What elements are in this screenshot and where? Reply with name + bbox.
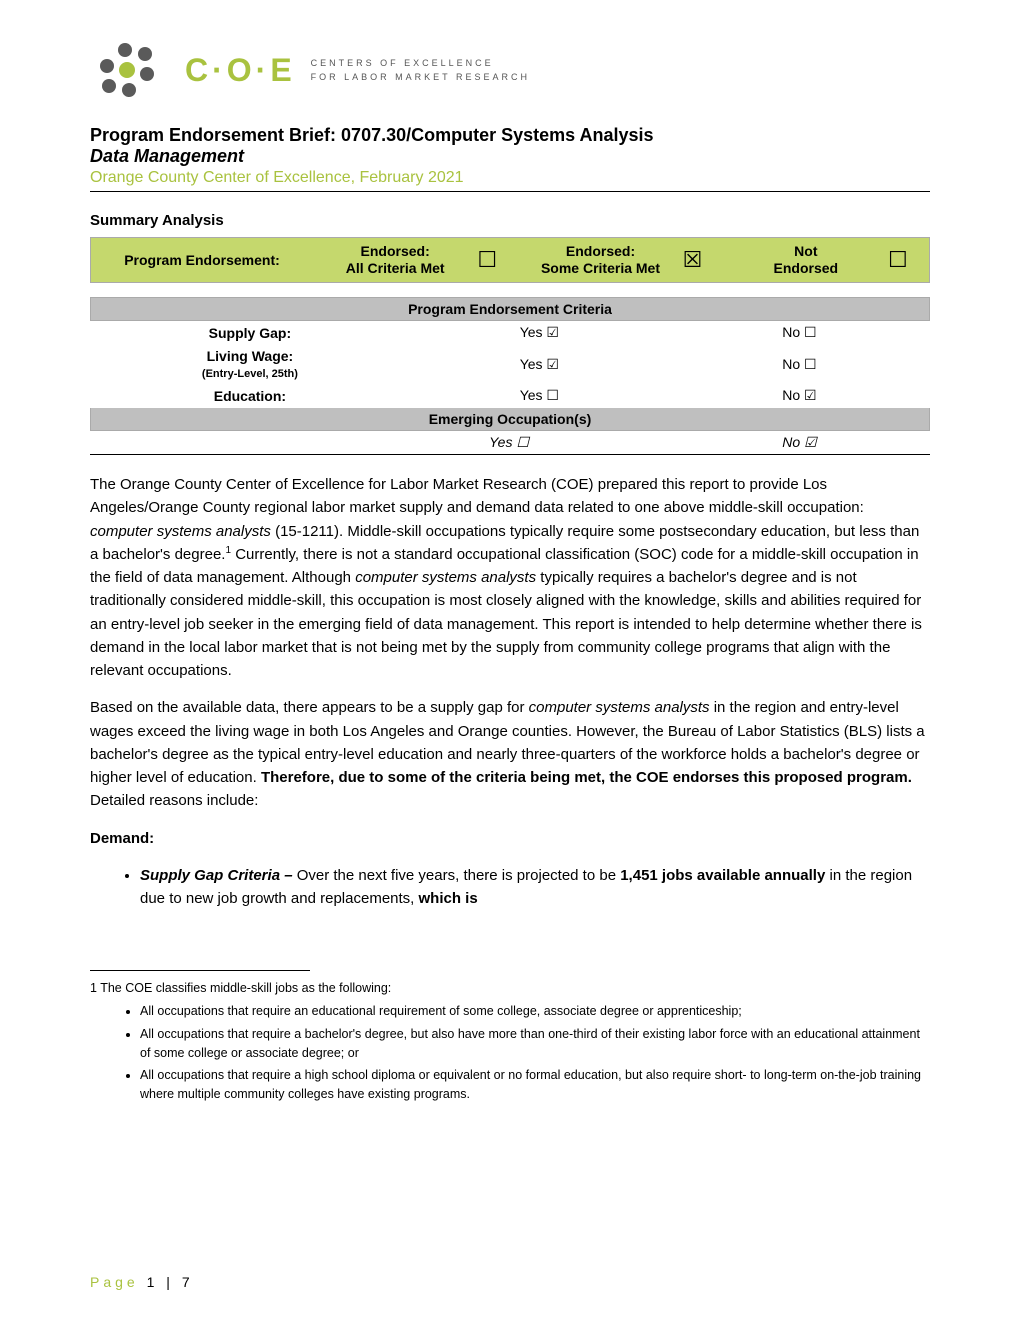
criteria-row-supply: Supply Gap: Yes ☑ No ☐ bbox=[91, 321, 930, 345]
endorsement-chk-all: ☐ bbox=[477, 247, 518, 273]
criteria-supply-yes: Yes ☑ bbox=[409, 321, 669, 345]
demand-list-item: Supply Gap Criteria – Over the next five… bbox=[140, 864, 930, 911]
p1-ital: computer systems analysts bbox=[90, 523, 271, 540]
endorsement-opt3-line1: Not bbox=[794, 243, 817, 259]
page-footer: Page 1 | 7 bbox=[90, 1274, 194, 1290]
endorsement-opt2-line1: Endorsed: bbox=[566, 243, 635, 259]
criteria-edu-no: No ☑ bbox=[669, 384, 929, 408]
logo-header: C·O·E CENTERS OF EXCELLENCE FOR LABOR MA… bbox=[90, 40, 930, 100]
coe-logo-icon bbox=[90, 40, 170, 100]
body-text: The Orange County Center of Excellence f… bbox=[90, 473, 930, 910]
logo-tagline: CENTERS OF EXCELLENCE FOR LABOR MARKET R… bbox=[311, 56, 530, 85]
emerging-no: No ☑ bbox=[669, 431, 929, 455]
page-current: 1 bbox=[147, 1274, 159, 1290]
emerging-header: Emerging Occupation(s) bbox=[91, 408, 930, 431]
criteria-wage-yes: Yes ☑ bbox=[409, 345, 669, 384]
doc-org-date: Orange County Center of Excellence, Febr… bbox=[90, 169, 930, 187]
criteria-table: Program Endorsement Criteria Supply Gap:… bbox=[90, 297, 930, 455]
p2-bold: Therefore, due to some of the criteria b… bbox=[261, 769, 912, 786]
endorsement-opt-some: Endorsed: Some Criteria Met bbox=[518, 239, 682, 281]
logo-tagline-2: FOR LABOR MARKET RESEARCH bbox=[311, 70, 530, 84]
footnote-separator bbox=[90, 970, 310, 971]
page-sep: | bbox=[158, 1274, 181, 1290]
endorsement-chk-not: ☐ bbox=[888, 247, 929, 273]
criteria-row-wage: Living Wage: (Entry-Level, 25th) Yes ☑ N… bbox=[91, 345, 930, 384]
footnote-item: All occupations that require an educatio… bbox=[140, 1002, 930, 1021]
criteria-edu-label: Education: bbox=[91, 384, 410, 408]
page-total: 7 bbox=[182, 1274, 194, 1290]
endorsement-opt2-line2: Some Criteria Met bbox=[541, 260, 660, 276]
criteria-edu-yes: Yes ☐ bbox=[409, 384, 669, 408]
footnote-lead: 1 The COE classifies middle-skill jobs a… bbox=[90, 981, 391, 995]
endorsement-row: Program Endorsement: Endorsed: All Crite… bbox=[90, 237, 930, 283]
criteria-wage-label: Living Wage: (Entry-Level, 25th) bbox=[91, 345, 410, 384]
endorsement-opt1-line1: Endorsed: bbox=[361, 243, 430, 259]
doc-subtitle: Data Management bbox=[90, 146, 930, 167]
endorsement-opt3-line2: Endorsed bbox=[774, 260, 839, 276]
demand-item-a: Over the next five years, there is proje… bbox=[293, 867, 621, 884]
criteria-wage-label-main: Living Wage: bbox=[207, 348, 294, 364]
criteria-supply-label: Supply Gap: bbox=[91, 321, 410, 345]
criteria-supply-no: No ☐ bbox=[669, 321, 929, 345]
p2-a: Based on the available data, there appea… bbox=[90, 699, 529, 716]
demand-heading: Demand: bbox=[90, 830, 154, 847]
doc-title: Program Endorsement Brief: 0707.30/Compu… bbox=[90, 125, 930, 146]
logo-coe-text: C·O·E bbox=[185, 52, 296, 89]
p2-c: Detailed reasons include: bbox=[90, 792, 258, 809]
emerging-row: Yes ☐ No ☑ bbox=[91, 431, 930, 455]
footnote-list: All occupations that require an educatio… bbox=[140, 1002, 930, 1104]
p2-ital: computer systems analysts bbox=[529, 699, 710, 716]
footnote-item: All occupations that require a high scho… bbox=[140, 1066, 930, 1104]
logo-tagline-1: CENTERS OF EXCELLENCE bbox=[311, 56, 530, 70]
demand-item-bold2: which is bbox=[419, 890, 478, 907]
demand-item-bold1: 1,451 jobs available annually bbox=[620, 867, 825, 884]
emerging-yes: Yes ☐ bbox=[91, 431, 670, 455]
page-label: Page bbox=[90, 1274, 147, 1290]
para-1: The Orange County Center of Excellence f… bbox=[90, 473, 930, 682]
summary-heading: Summary Analysis bbox=[90, 212, 930, 229]
endorsement-label: Program Endorsement: bbox=[91, 246, 313, 274]
footnote-item: All occupations that require a bachelor'… bbox=[140, 1025, 930, 1063]
criteria-row-education: Education: Yes ☐ No ☑ bbox=[91, 384, 930, 408]
footnote-block: 1 The COE classifies middle-skill jobs a… bbox=[90, 979, 930, 1104]
endorsement-opt-not: Not Endorsed bbox=[724, 239, 888, 281]
demand-item-lead: Supply Gap Criteria – bbox=[140, 867, 293, 884]
criteria-wage-no: No ☐ bbox=[669, 345, 929, 384]
demand-list: Supply Gap Criteria – Over the next five… bbox=[140, 864, 930, 911]
title-block: Program Endorsement Brief: 0707.30/Compu… bbox=[90, 125, 930, 192]
endorsement-opt1-line2: All Criteria Met bbox=[346, 260, 445, 276]
p1-ital2: computer systems analysts bbox=[355, 569, 536, 586]
criteria-wage-sublabel: (Entry-Level, 25th) bbox=[202, 368, 298, 380]
p1-a: The Orange County Center of Excellence f… bbox=[90, 476, 864, 516]
endorsement-chk-some: ☒ bbox=[683, 247, 724, 273]
para-2: Based on the available data, there appea… bbox=[90, 696, 930, 812]
endorsement-opt-all: Endorsed: All Criteria Met bbox=[313, 239, 477, 281]
criteria-header: Program Endorsement Criteria bbox=[91, 298, 930, 321]
